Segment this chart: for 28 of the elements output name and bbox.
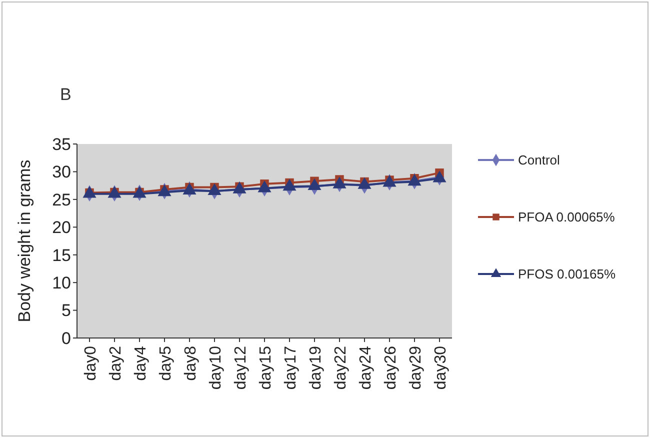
x-tick-label: day17 [282, 346, 300, 390]
x-tick-label: day10 [208, 346, 224, 390]
y-tick-label: 20 [52, 218, 71, 238]
y-tick-label: 5 [62, 301, 71, 320]
x-tick-label: day22 [332, 346, 350, 390]
legend-label: PFOA 0.00065% [518, 210, 616, 225]
x-tick-label: day2 [108, 346, 124, 381]
y-axis-title: Body weight in grams [15, 160, 34, 322]
legend-label: PFOS 0.00165% [518, 266, 616, 282]
x-tick-label: day19 [308, 346, 324, 390]
y-tick-label: 35 [52, 134, 71, 154]
chart-title: B [60, 85, 72, 104]
x-tick-label: day26 [382, 346, 400, 390]
legend-label: Control [518, 152, 560, 168]
x-tick-label: day0 [82, 346, 100, 381]
y-tick-label: 30 [52, 162, 71, 182]
x-tick-label: day12 [232, 346, 250, 390]
x-tick-label: day8 [182, 346, 200, 381]
x-tick-label: day24 [358, 346, 374, 390]
y-tick-label: 10 [52, 274, 71, 293]
y-tick-label: 25 [52, 190, 71, 210]
x-tick-label: day29 [408, 346, 424, 390]
x-tick-label: day5 [158, 346, 174, 381]
x-tick-label: day30 [432, 346, 450, 390]
y-tick-label: 0 [62, 328, 71, 348]
x-tick-label: day15 [258, 346, 274, 390]
x-tick-label: day4 [132, 346, 150, 381]
y-tick-label: 15 [52, 246, 71, 265]
